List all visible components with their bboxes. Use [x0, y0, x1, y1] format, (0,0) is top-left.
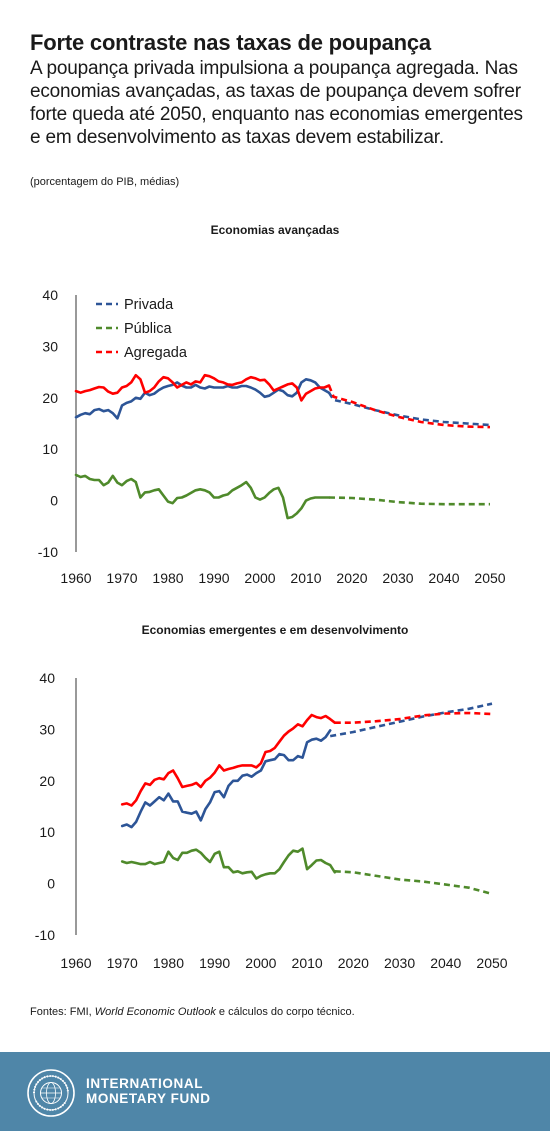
- legend-label: Privada: [124, 297, 174, 313]
- y-tick-label: 20: [42, 390, 58, 406]
- unit-note: (porcentagem do PIB, médias): [30, 176, 180, 188]
- source-publication: World Economic Outlook: [94, 1006, 216, 1018]
- x-tick-label: 1990: [198, 570, 229, 586]
- x-tick-label: 2050: [476, 955, 507, 971]
- x-tick-label: 2040: [428, 570, 459, 586]
- imf-seal-icon: [27, 1069, 75, 1117]
- series-line-pblica-projection: [328, 496, 490, 506]
- y-tick-label: 30: [42, 338, 58, 354]
- y-tick-label: 20: [39, 773, 55, 789]
- y-tick-label: 30: [39, 721, 55, 737]
- y-tick-label: 0: [50, 493, 58, 509]
- page-title: Forte contraste nas taxas de poupança: [30, 30, 431, 55]
- legend-label: Pública: [124, 321, 172, 337]
- series-line-agregada-projection: [334, 711, 493, 724]
- x-tick-label: 2000: [245, 955, 276, 971]
- x-tick-label: 2010: [290, 570, 321, 586]
- series-line-pblica-historical: [120, 847, 337, 880]
- imf-wordmark-line1: INTERNATIONAL: [86, 1076, 204, 1091]
- y-tick-label: 10: [42, 441, 58, 457]
- y-tick-label: 0: [47, 876, 55, 892]
- x-tick-label: 2040: [430, 955, 461, 971]
- y-tick-label: -10: [38, 544, 58, 560]
- x-tick-label: 2020: [338, 955, 369, 971]
- x-tick-label: 2050: [474, 570, 505, 586]
- x-tick-label: 1960: [60, 570, 91, 586]
- x-tick-label: 1970: [107, 955, 138, 971]
- y-tick-label: 40: [42, 287, 58, 303]
- source-prefix: Fontes: FMI,: [30, 1006, 95, 1018]
- x-tick-label: 1990: [199, 955, 230, 971]
- y-tick-label: -10: [35, 927, 55, 943]
- source-suffix: e cálculos do corpo técnico.: [215, 1006, 355, 1018]
- x-tick-label: 2020: [336, 570, 367, 586]
- y-tick-label: 40: [39, 670, 55, 686]
- x-tick-label: 2030: [382, 570, 413, 586]
- page-subtitle: A poupança privada impulsiona a poupança…: [30, 58, 523, 148]
- imf-wordmark: INTERNATIONAL MONETARY FUND: [86, 1076, 211, 1106]
- footer-bar: INTERNATIONAL MONETARY FUND: [0, 1052, 550, 1131]
- series-line-agregada-historical: [74, 373, 331, 402]
- series-line-privada-historical: [74, 378, 331, 420]
- series-line-privada-historical: [120, 729, 332, 829]
- chart-title: Economias emergentes e em desenvolviment…: [142, 623, 409, 637]
- chart-title: Economias avançadas: [211, 223, 340, 237]
- series-line-pblica-historical: [74, 473, 331, 520]
- x-tick-label: 1980: [152, 570, 183, 586]
- x-tick-label: 1980: [153, 955, 184, 971]
- chart-emerging-economies: Economias emergentes e em desenvolviment…: [35, 623, 508, 971]
- source-note: Fontes: FMI, World Economic Outlook e cá…: [30, 1005, 530, 1019]
- series-line-privada-projection: [327, 392, 491, 427]
- x-tick-label: 2030: [384, 955, 415, 971]
- x-tick-label: 1960: [60, 955, 91, 971]
- x-tick-label: 2010: [292, 955, 323, 971]
- legend-label: Agregada: [124, 345, 188, 361]
- y-tick-label: 10: [39, 824, 55, 840]
- series-line-pblica-projection: [334, 870, 493, 896]
- x-tick-label: 2000: [244, 570, 275, 586]
- series-line-agregada-projection: [327, 385, 491, 429]
- x-tick-label: 1970: [106, 570, 137, 586]
- imf-wordmark-line2: MONETARY FUND: [86, 1091, 211, 1106]
- series-line-agregada-historical: [120, 713, 337, 807]
- series-line-privada-projection: [329, 702, 493, 738]
